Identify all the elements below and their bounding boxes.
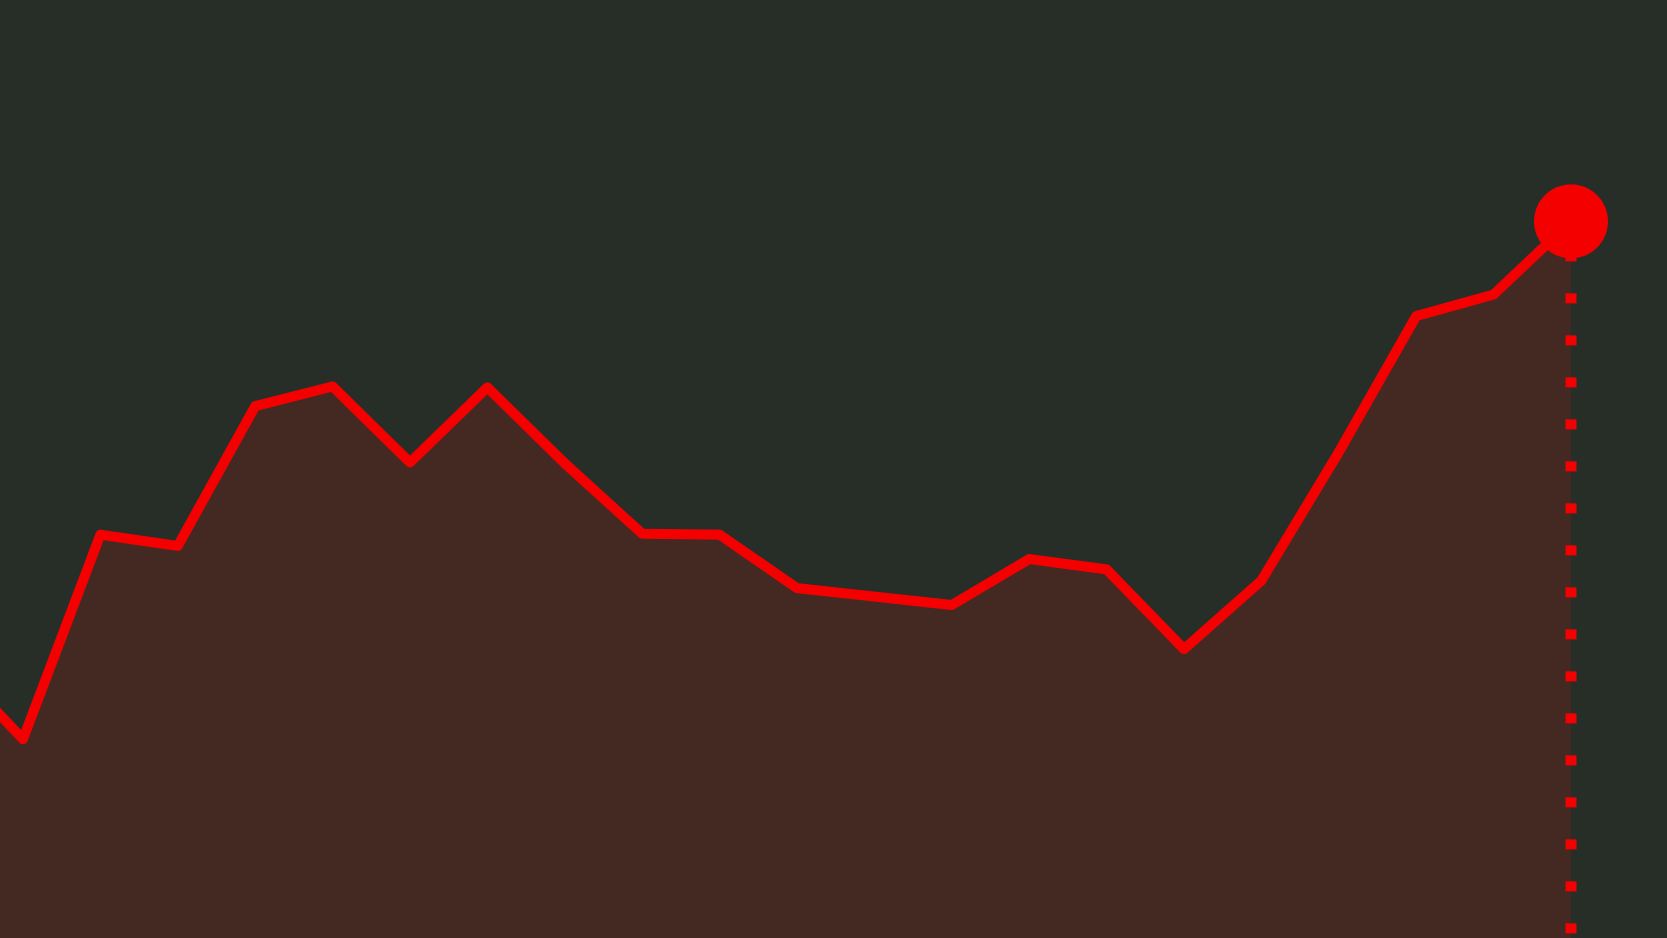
plot-area bbox=[0, 184, 1608, 938]
line bbox=[0, 216, 1576, 745]
area-fill bbox=[0, 221, 1571, 938]
last-point bbox=[1534, 184, 1608, 259]
